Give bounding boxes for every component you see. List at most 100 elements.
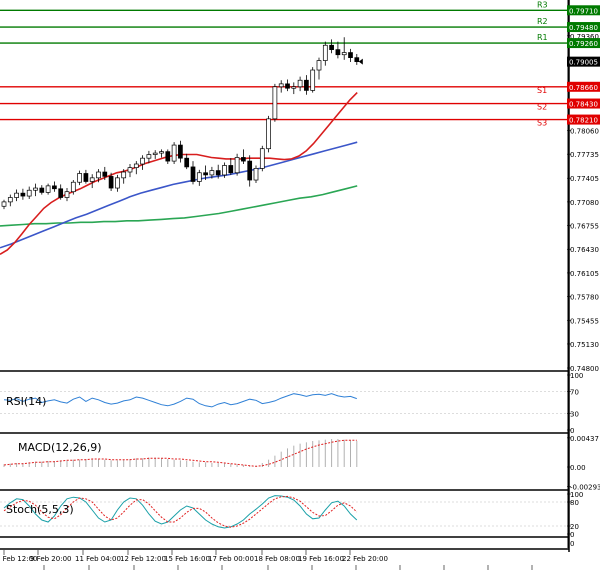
level-label-s1: S1 [537,86,547,95]
stoch-k-line [3,495,358,529]
candle-bullish [310,69,316,91]
time-tick-label: 8 Feb 12:00 [0,555,37,563]
candle-bearish [83,173,89,182]
stoch-tick-label: 100 [570,491,583,499]
candle-bearish [329,44,334,50]
candle-bearish [241,157,246,162]
stoch-d-line [3,495,358,528]
candle-bearish [102,171,108,177]
candle-bullish [322,44,328,61]
candle-bullish [96,171,101,179]
ma-medium-line [0,141,358,249]
price-tick-label: 0.77405 [570,175,599,183]
candle-bullish [234,157,240,174]
level-price-label: 0.79710 [569,7,598,15]
price-tick-label: 0.74800 [570,365,599,373]
candle-bearish [190,166,196,182]
candle-bullish [140,157,145,165]
candle-bullish [278,83,284,88]
candle-bullish [272,86,278,120]
level-label-r1: R1 [537,33,548,42]
rsi-tick-label: 0 [570,427,574,435]
candle-bearish [39,187,45,193]
candle-bullish [127,167,133,173]
candle-bearish [335,49,341,56]
candle-bullish [171,144,177,162]
candle-bullish [64,191,70,198]
stoch-label: Stoch(5,5,3) [6,503,74,516]
candle-bullish [70,181,76,193]
price-tick-label: 0.75130 [570,341,599,349]
candle-bearish [215,170,221,176]
price-tick-label: 0.76430 [570,246,599,254]
candle-bullish [222,165,227,176]
candle-bearish [58,188,64,198]
time-tick-label: 22 Feb 20:00 [342,555,388,563]
panel-frames [0,0,570,552]
candle-bearish [178,144,183,159]
price-tick-label: 0.76755 [570,223,599,231]
candle-bearish [20,192,26,197]
candle-bearish [203,172,208,176]
macd-panel: 0.00437 0.00 -0.002935 MACD(12,26,9) [3,435,600,492]
candle-bullish [146,154,152,159]
level-price-box [567,22,600,33]
candle-bullish [77,173,82,183]
time-axis: 8 Feb 12:009 Feb 20:00 11 Feb 04:00 12 Feb… [0,550,533,570]
candle-bullish [266,118,271,150]
candle-bearish [304,79,309,91]
candle-bullish [7,197,13,203]
macd-label: MACD(12,26,9) [18,441,102,454]
rsi-tick-label: 70 [570,389,579,397]
level-price-label: 0.78660 [569,84,598,92]
time-tick-label: 18 Feb 08:00 [254,555,300,563]
candle-bearish [348,52,353,58]
candle-bullish [133,163,139,169]
last-price-marker [358,58,363,65]
rsi-panel: 100 70 30 0 RSI(14) [0,372,583,435]
stoch-tick-label: 20 [570,523,579,531]
candle-bullish [316,60,322,71]
price-tick-label: 0.77080 [570,199,599,207]
time-tick-label: 15 Feb 16:00 [164,555,210,563]
level-price-box [567,81,600,92]
time-tick-label: 9 Feb 20:00 [30,555,71,563]
level-label-s2: S2 [537,103,547,112]
candle-bearish [165,151,171,162]
candle-bullish [259,148,265,169]
candle-bullish [196,172,202,182]
candle-bearish [108,176,114,189]
macd-tick-label: -0.002935 [570,484,600,492]
candle-bullish [291,86,297,89]
candle-bearish [354,57,360,62]
candle-bullish [89,177,95,182]
level-price-box [567,114,600,125]
candle-bullish [297,79,303,88]
candle-bullish [1,201,7,207]
level-label-r3: R3 [537,0,548,9]
candle-bullish [152,152,158,155]
candle-bullish [33,187,38,191]
level-price-label: 0.78210 [569,117,598,125]
rsi-tick-label: 30 [570,411,579,419]
stoch-tick-label: 80 [570,499,579,507]
candle-bearish [184,157,190,168]
price-tick-label: 0.77735 [570,151,599,159]
level-label-s3: S3 [537,119,547,128]
price-tick-label: 0.76105 [570,270,599,278]
rsi-tick-label: 100 [570,372,583,380]
candle-bearish [285,83,290,89]
ma-slow-line [0,185,358,227]
level-price-box [567,5,600,16]
candle-bullish [121,171,127,179]
macd-tick-label: 0.00 [570,464,586,472]
time-tick-label: 17 Feb 00:00 [208,555,254,563]
time-tick-label: 19 Feb 16:00 [298,555,344,563]
time-tick-label: 11 Feb 04:00 [75,555,121,563]
candle-bullish [45,185,51,193]
level-price-box [567,98,600,109]
price-tick-label: 0.75455 [570,317,599,325]
price-tick-label: 0.78060 [570,127,599,135]
